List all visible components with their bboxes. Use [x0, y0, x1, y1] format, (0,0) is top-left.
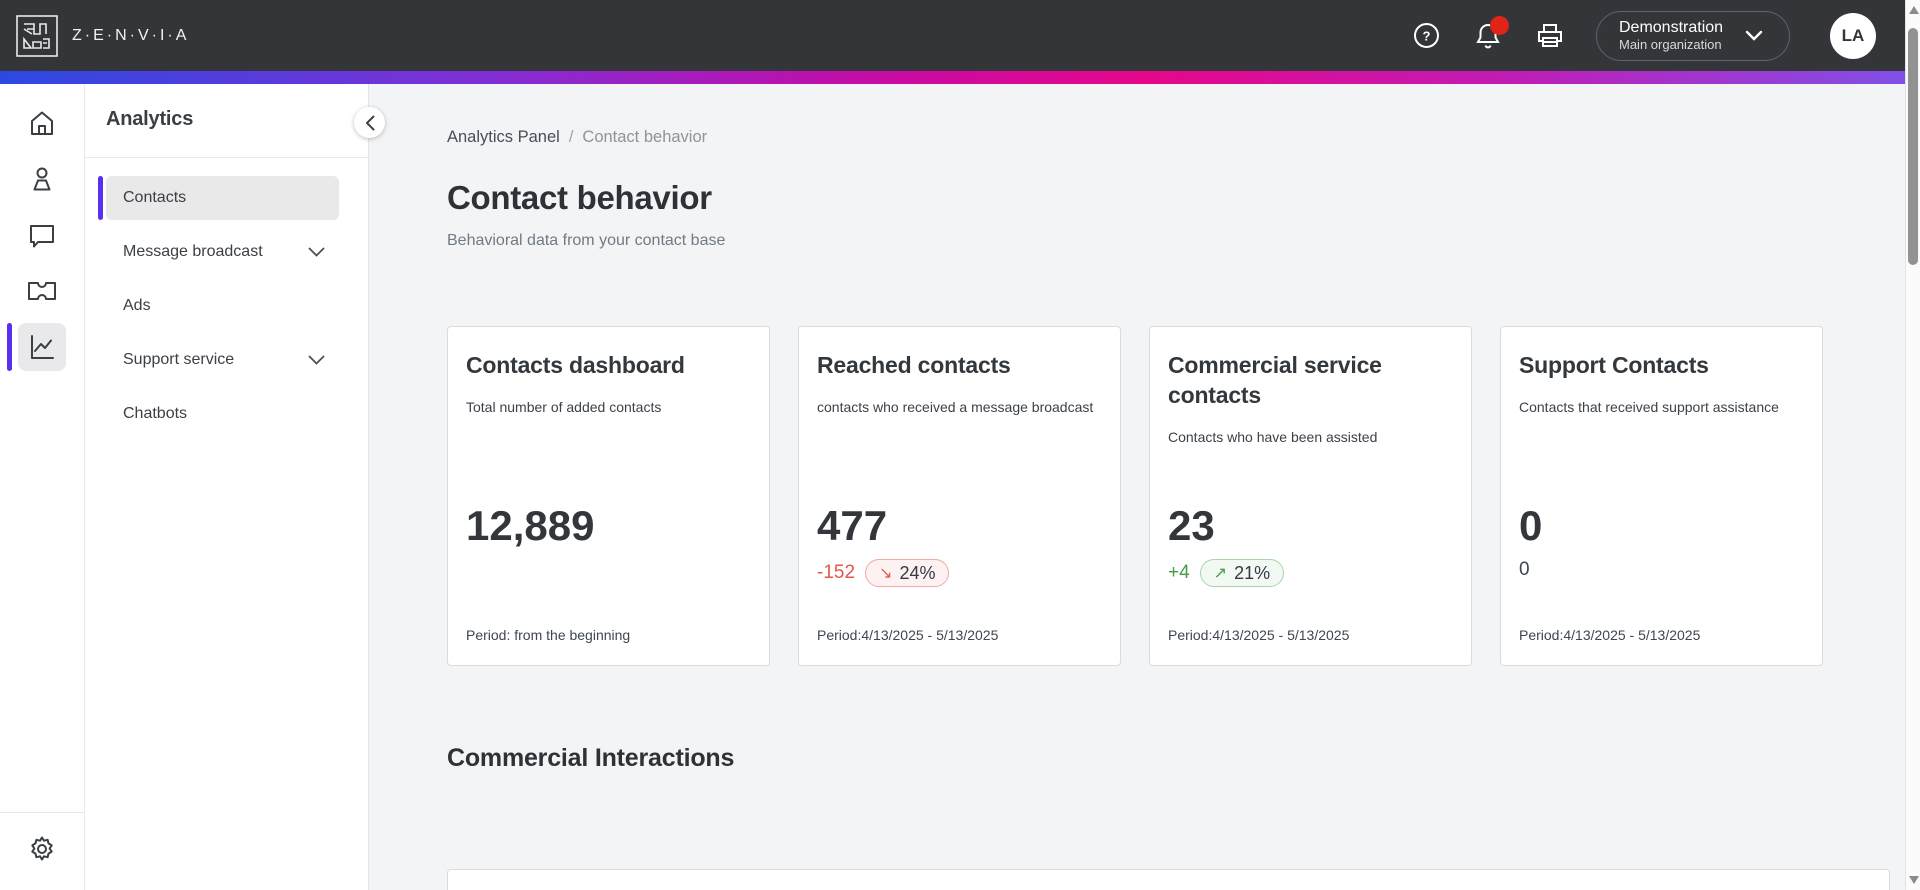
notification-dot — [1490, 15, 1509, 35]
card-secondary-value: 0 — [1519, 559, 1530, 580]
sidebar-item-message-broadcast[interactable]: Message broadcast — [106, 230, 339, 274]
section-heading-commercial-interactions: Commercial Interactions — [447, 744, 735, 772]
rail-item-chat[interactable] — [18, 211, 66, 259]
card-commercial-service-contacts: Commercial service contacts Contacts who… — [1149, 326, 1472, 666]
sidebar-nav: Contacts Message broadcast Ads Support s… — [98, 176, 339, 436]
card-value: 477 — [817, 502, 888, 549]
delta-badge: ↗ 21% — [1199, 559, 1285, 587]
rail-item-ads[interactable] — [18, 267, 66, 315]
sidebar-item-contacts[interactable]: Contacts — [98, 176, 339, 220]
analytics-icon — [31, 335, 54, 359]
bell-icon[interactable] — [1474, 15, 1509, 50]
chevron-left-icon — [365, 115, 374, 130]
sidebar-item-label: Chatbots — [123, 405, 188, 422]
card-contacts-dashboard: Contacts dashboard Total number of added… — [447, 326, 770, 666]
card-period: Period:4/13/2025 - 5/13/2025 — [1168, 627, 1350, 643]
card-period: Period: from the beginning — [466, 627, 631, 643]
sidebar-item-label: Contacts — [123, 189, 187, 206]
card-description: Total number of added contacts — [466, 398, 662, 415]
trend-up-icon: ↗ — [1213, 565, 1228, 582]
sidebar-collapse-button[interactable] — [354, 107, 385, 138]
delta-percent: 21% — [1234, 562, 1271, 583]
delta-badge: ↘ 24% — [865, 559, 950, 587]
trend-down-icon: ↘ — [879, 565, 893, 582]
sidebar-title: Analytics — [106, 108, 194, 130]
card-title: Reached contacts — [817, 352, 1011, 378]
zenvia-logo-icon[interactable] — [16, 14, 58, 57]
avatar[interactable]: LA — [1830, 12, 1876, 59]
rail-item-settings[interactable] — [18, 825, 66, 873]
chevron-down-icon — [308, 247, 325, 257]
delta-change: -152 — [817, 562, 856, 583]
brand-gradient-bar — [0, 71, 1920, 84]
contacts-icon — [33, 167, 51, 191]
rail-item-contacts[interactable] — [18, 155, 66, 203]
scrollbar-thumb[interactable] — [1908, 28, 1918, 265]
sidebar-item-label: Message broadcast — [123, 243, 263, 260]
breadcrumb: Analytics Panel / Contact behavior — [447, 128, 1890, 147]
chevron-down-icon — [1745, 30, 1763, 41]
rail-divider — [0, 812, 84, 813]
card-value: 0 — [1519, 502, 1543, 549]
page-title: Contact behavior — [447, 179, 712, 216]
card-description: Contacts who have been assisted — [1168, 428, 1378, 445]
help-icon[interactable]: ? — [1412, 22, 1440, 50]
analytics-sidebar: Analytics Contacts Message broadcast Ads… — [85, 84, 369, 890]
breadcrumb-separator: / — [568, 128, 574, 146]
main-content: Analytics Panel / Contact behavior Conta… — [369, 84, 1920, 890]
delta-change: +4 — [1168, 562, 1190, 583]
card-period: Period:4/13/2025 - 5/13/2025 — [817, 627, 999, 643]
chevron-down-icon — [308, 355, 325, 365]
card-period: Period:4/13/2025 - 5/13/2025 — [1519, 627, 1701, 643]
breadcrumb-analytics-panel[interactable]: Analytics Panel — [447, 128, 560, 146]
card-title: Support Contacts — [1519, 352, 1709, 378]
organization-subtitle: Main organization — [1619, 37, 1722, 53]
card-value: 12,889 — [466, 502, 595, 549]
rail-item-analytics[interactable] — [7, 323, 66, 371]
gear-icon — [31, 836, 53, 861]
brand-wordmark: Z·E·N·V·I·A — [72, 26, 190, 44]
card-title: Commercial service contacts — [1168, 352, 1382, 408]
page-subtitle: Behavioral data from your contact base — [447, 232, 726, 249]
card-delta-row: -152 ↘ 24% — [817, 559, 1098, 587]
stat-cards-row: Contacts dashboard Total number of added… — [447, 326, 1890, 666]
home-icon — [31, 111, 53, 135]
card-delta-row: +4 ↗ 21% — [1168, 559, 1449, 587]
card-delta-row — [466, 559, 747, 587]
svg-text:?: ? — [1422, 29, 1430, 44]
chat-icon — [30, 224, 54, 247]
topbar: Z·E·N·V·I·A ? Demonst — [0, 0, 1920, 71]
sidebar-item-label: Ads — [123, 297, 151, 314]
card-title: Contacts dashboard — [466, 352, 685, 378]
organization-labels: Demonstration Main organization — [1619, 18, 1723, 53]
rail-item-home[interactable] — [18, 99, 66, 147]
breadcrumb-current: Contact behavior — [582, 128, 708, 146]
card-reached-contacts: Reached contacts contacts who received a… — [798, 326, 1121, 666]
sidebar-item-label: Support service — [123, 351, 235, 368]
scroll-down-arrow-icon[interactable] — [1909, 876, 1919, 884]
card-support-contacts: Support Contacts Contacts that received … — [1500, 326, 1823, 666]
commercial-interactions-card — [447, 869, 1890, 890]
sidebar-item-ads[interactable]: Ads — [106, 284, 339, 328]
card-description: contacts who received a message broadcas… — [817, 398, 1094, 415]
delta-percent: 24% — [899, 562, 936, 583]
card-description: Contacts that received support assistanc… — [1519, 398, 1779, 415]
scrollbar[interactable] — [1905, 0, 1920, 890]
sidebar-divider — [85, 157, 368, 158]
sidebar-item-chatbots[interactable]: Chatbots — [106, 392, 339, 436]
rail-bottom — [0, 812, 84, 890]
ticket-icon — [28, 282, 56, 300]
scroll-up-arrow-icon[interactable] — [1909, 6, 1919, 14]
printer-icon[interactable] — [1536, 22, 1564, 50]
sidebar-item-support-service[interactable]: Support service — [106, 338, 339, 382]
organization-switcher[interactable]: Demonstration Main organization — [1596, 10, 1790, 61]
rail-active-indicator — [7, 323, 12, 371]
card-value: 23 — [1168, 502, 1215, 549]
organization-name: Demonstration — [1619, 19, 1724, 37]
icon-rail — [0, 84, 85, 890]
